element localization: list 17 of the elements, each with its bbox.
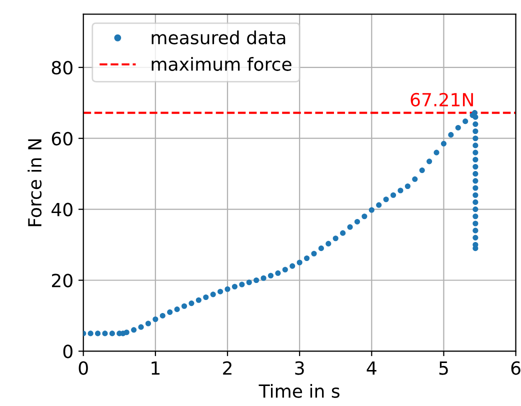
y-tick-label: 60 [52, 132, 72, 146]
y-axis-title: Force in N [28, 139, 42, 226]
x-tick-label: 3 [295, 361, 304, 375]
x-tick-label: 1 [152, 361, 160, 375]
x-tick-label: 0 [78, 361, 88, 375]
legend-label: measured data [152, 30, 286, 44]
y-tick-label: 40 [52, 202, 72, 216]
x-tick-label: 6 [511, 361, 520, 375]
y-tick-label: 80 [52, 60, 72, 75]
x-tick-label: 2 [223, 361, 232, 375]
x-axis-title: Time in s [258, 384, 340, 398]
annotation: 67.21N [410, 92, 473, 107]
x-tick-label: 5 [439, 361, 448, 375]
y-tick-label: 0 [63, 344, 72, 358]
legend-label: maximum force [152, 56, 292, 71]
x-tick-label: 4 [366, 361, 376, 375]
y-tick-label: 20 [52, 274, 72, 288]
